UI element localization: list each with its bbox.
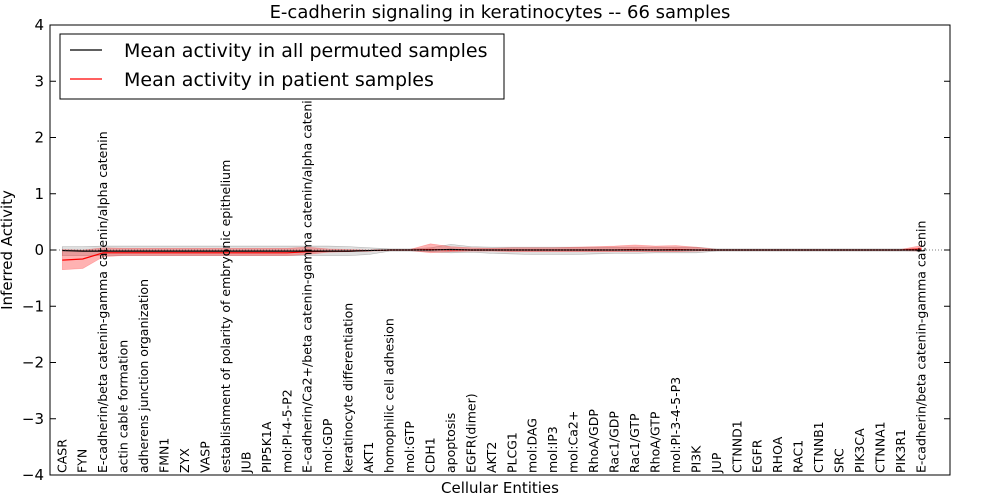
- x-tick-label: ZYX: [177, 448, 192, 473]
- x-tick-label: PIP5K1A: [259, 421, 274, 473]
- x-tick-label: mol:GTP: [402, 421, 417, 473]
- x-tick-label: adherens junction organization: [136, 279, 151, 473]
- y-tick-label: 1: [34, 185, 44, 203]
- x-tick-label: EGFR(dimer): [463, 393, 478, 473]
- x-tick-label: mol:DAG: [525, 418, 540, 473]
- y-tick-label: 0: [34, 241, 44, 259]
- x-tick-label: mol:PI-4-5-P2: [279, 389, 294, 473]
- x-tick-label: E-cadherin/beta catenin-gamma catenin/al…: [95, 131, 110, 473]
- x-tick-label: RhoA/GTP: [647, 411, 662, 473]
- y-axis: −4 −3 −2 −1 0 1 2 3 4: [22, 16, 950, 484]
- x-tick-label: CDH1: [422, 437, 437, 473]
- x-tick-label: PIK3CA: [852, 428, 867, 473]
- plot-frame: [49, 24, 951, 476]
- x-tick-label: RhoA/GDP: [586, 409, 601, 473]
- y-tick-label: −3: [22, 410, 44, 428]
- x-tick-label: RAC1: [791, 440, 806, 473]
- y-tick-label: 2: [34, 129, 44, 147]
- confidence-bands: [61, 243, 922, 271]
- x-tick-label: mol:GDP: [320, 418, 335, 473]
- x-tick-labels: CASR FYN E-cadherin/beta catenin-gamma cat…: [54, 92, 928, 474]
- x-tick-label: CASR: [54, 439, 69, 473]
- x-tick-label: FYN: [75, 449, 90, 473]
- x-tick-label: VASP: [197, 441, 212, 473]
- x-tick-label: AKT2: [484, 442, 499, 473]
- x-tick-label: Rac1/GTP: [627, 413, 642, 473]
- x-tick-label: keratinocyte differentiation: [341, 303, 356, 473]
- x-tick-label: PLCG1: [504, 432, 519, 473]
- legend-box: [59, 33, 505, 100]
- x-tick-label: FMN1: [157, 438, 172, 473]
- y-tick-label: −4: [22, 466, 44, 484]
- y-tick-label: 4: [34, 16, 44, 34]
- legend: Mean activity in all permuted samples Mea…: [59, 33, 505, 100]
- legend-label: Mean activity in all permuted samples: [124, 40, 487, 62]
- y-tick-label: −1: [22, 297, 44, 315]
- x-tick-label: JUB: [238, 452, 253, 474]
- x-tick-label: mol:IP3: [545, 426, 560, 473]
- x-tick-label: RHOA: [770, 436, 785, 473]
- x-tick-label: PI3K: [688, 445, 703, 473]
- x-tick-label: apoptosis: [443, 413, 458, 473]
- x-tick-label: CTNNA1: [872, 421, 887, 473]
- y-axis-label: Inferred Activity: [0, 190, 16, 310]
- x-tick-label: E-cadherin/Ca2+/beta catenin-gamma caten…: [300, 92, 315, 473]
- x-tick-label: E-cadherin/beta catenin-gamma catenin: [913, 221, 928, 473]
- x-tick-label: EGFR: [750, 439, 765, 473]
- y-tick-label: 3: [34, 72, 44, 90]
- x-tick-label: establishment of polarity of embryonic e…: [218, 160, 233, 473]
- x-tick-label: CTNND1: [729, 420, 744, 473]
- x-tick-label: PIK3R1: [893, 429, 908, 473]
- x-tick-label: actin cable formation: [116, 340, 131, 473]
- legend-label: Mean activity in patient samples: [124, 69, 434, 91]
- x-axis-label: Cellular Entities: [441, 479, 559, 497]
- x-tick-label: CTNNB1: [811, 421, 826, 473]
- x-tick-label: homophilic cell adhesion: [382, 318, 397, 473]
- x-tick-label: SRC: [832, 448, 847, 473]
- x-tick-label: JUP: [709, 452, 724, 474]
- chart-title: E-cadherin signaling in keratinocytes --…: [270, 2, 731, 23]
- x-tick-label: Rac1/GDP: [607, 411, 622, 473]
- x-tick-label: mol:PI-3-4-5-P3: [668, 377, 683, 473]
- x-tick-label: mol:Ca2+: [566, 411, 581, 473]
- x-tick-label: AKT1: [361, 442, 376, 473]
- y-tick-label: −2: [22, 354, 44, 372]
